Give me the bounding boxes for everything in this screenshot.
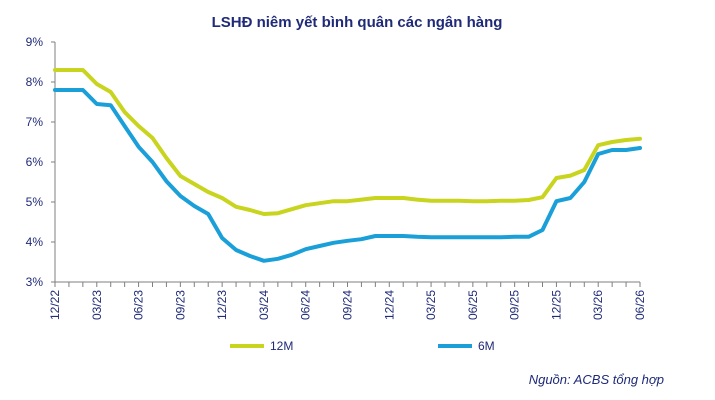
source-note: Nguồn: ACBS tổng hợp <box>529 372 664 387</box>
y-tick-label: 6% <box>26 155 44 169</box>
x-tick-label: 12/22 <box>48 290 62 320</box>
axes: 3% 4% 5% 6% 7% 8% 9% 12/22 03/23 06/23 09/23 12/23 0… <box>26 35 647 320</box>
chart-title: LSHĐ niêm yết bình quân các ngân hàng <box>212 14 503 31</box>
y-tick-label: 3% <box>26 275 44 289</box>
y-tick-label: 5% <box>26 195 44 209</box>
x-tick-label: 12/25 <box>549 290 563 320</box>
x-tick-label: 03/23 <box>90 290 104 320</box>
x-tick-label: 06/24 <box>299 290 313 320</box>
legend: 12M 6M <box>230 339 495 353</box>
x-tick-label: 03/24 <box>257 290 271 320</box>
y-tick-label: 8% <box>26 75 44 89</box>
series-line-6m <box>53 88 642 263</box>
x-tick-label: 03/25 <box>424 290 438 320</box>
x-tick-label: 12/24 <box>382 290 396 320</box>
series-line-12m <box>53 68 642 216</box>
series-lines <box>53 68 642 263</box>
x-tick-label: 06/23 <box>132 290 146 320</box>
y-tick-label: 4% <box>26 235 44 249</box>
x-tick-label: 09/23 <box>173 290 187 320</box>
x-tick-label: 06/26 <box>633 290 647 320</box>
x-tick-label: 09/25 <box>508 290 522 320</box>
x-tick-label: 12/23 <box>215 290 229 320</box>
x-tick-label: 06/25 <box>466 290 480 320</box>
legend-label-6m: 6M <box>478 339 495 353</box>
y-tick-label: 9% <box>26 35 44 49</box>
legend-label-12m: 12M <box>270 339 293 353</box>
x-tick-label: 09/24 <box>341 290 355 320</box>
x-tick-label: 03/26 <box>591 290 605 320</box>
y-tick-label: 7% <box>26 115 44 129</box>
